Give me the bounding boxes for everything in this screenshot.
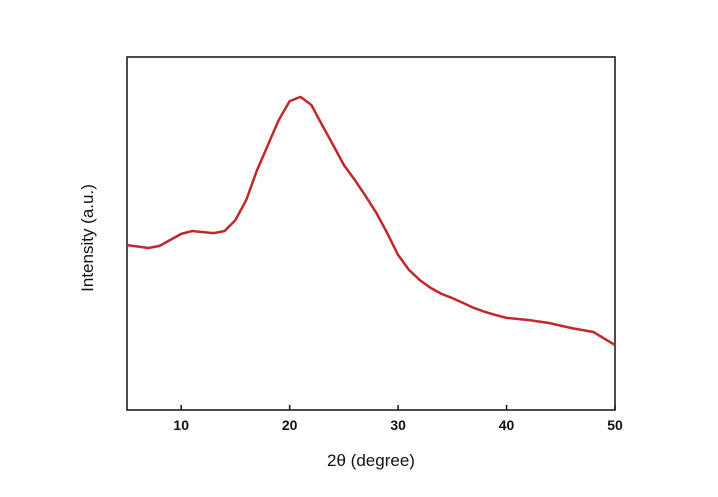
x-tick-label: 30 (390, 417, 406, 433)
x-tick-label: 40 (499, 417, 515, 433)
x-tick-label: 50 (607, 417, 623, 433)
data-line (126, 95, 616, 347)
plot-frame (126, 56, 616, 411)
x-axis-label: 2θ (degree) (327, 451, 415, 470)
x-tick-label: 10 (173, 417, 189, 433)
x-tick-label: 20 (282, 417, 298, 433)
y-axis-label: Intensity (a.u.) (78, 184, 97, 292)
